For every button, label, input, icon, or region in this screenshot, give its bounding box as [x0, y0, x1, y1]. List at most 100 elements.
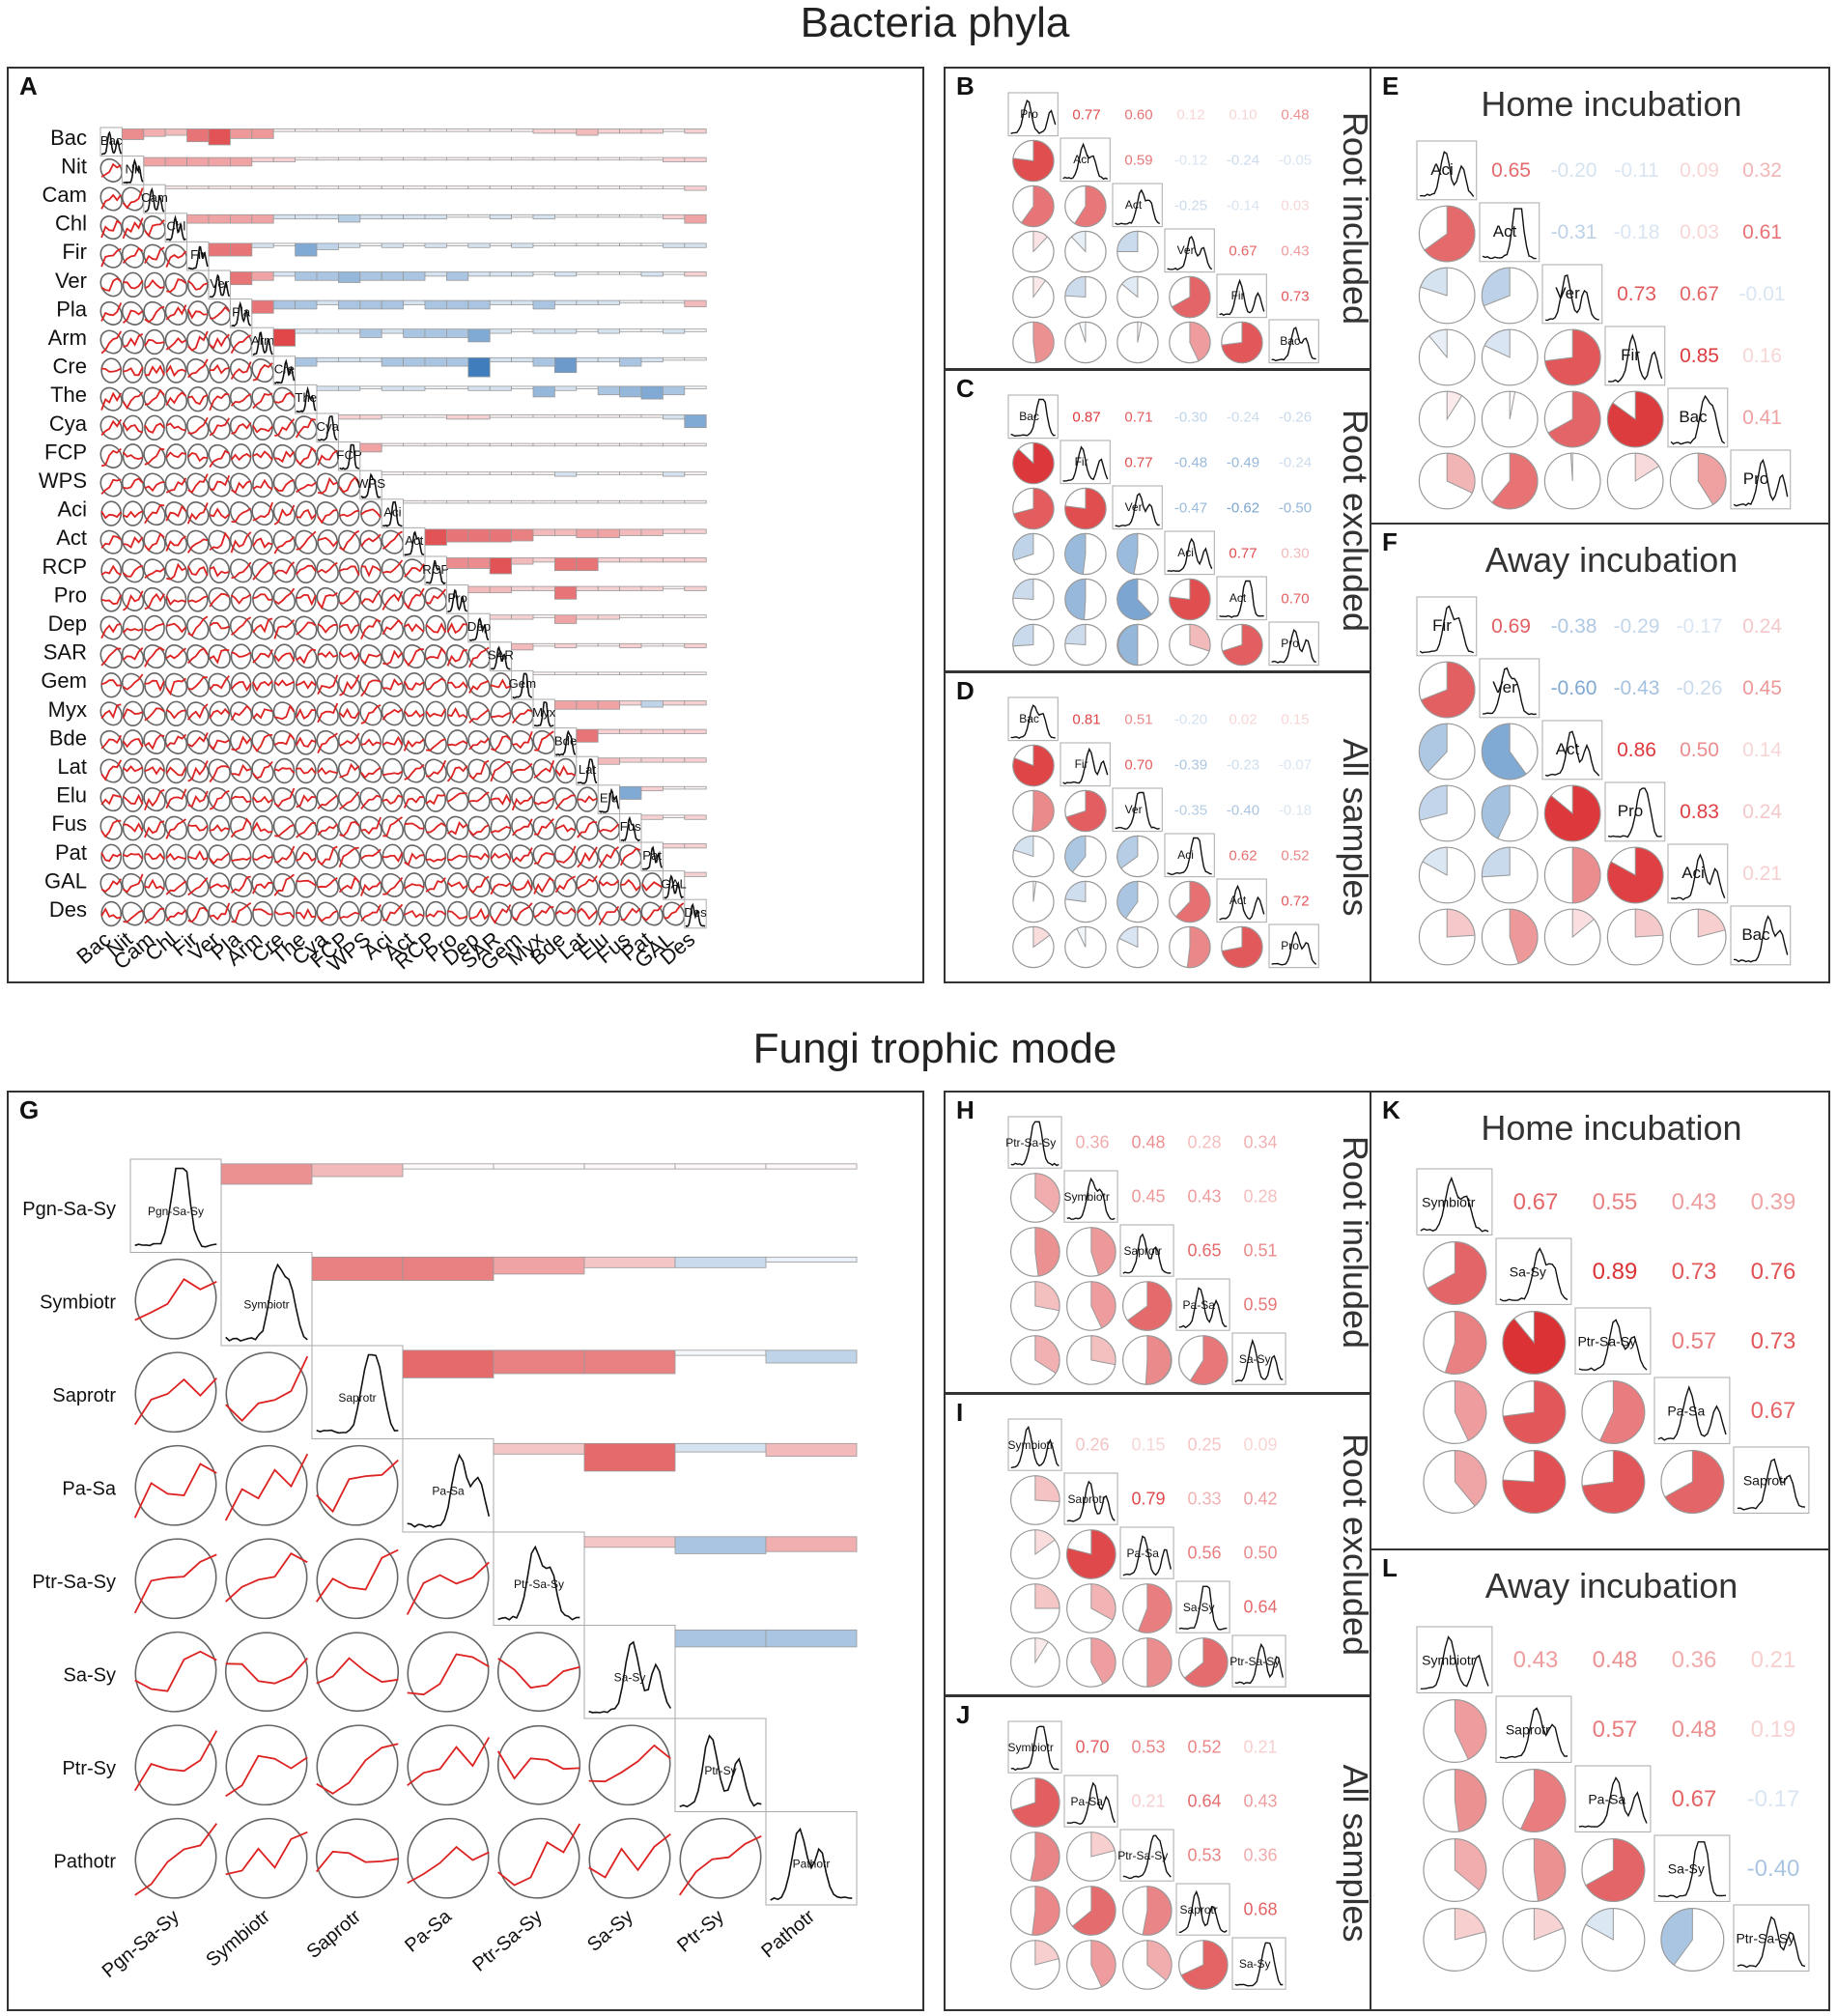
corr-value-K-1-3: 0.73 — [1672, 1259, 1717, 1285]
ellipse-A-20-4 — [186, 701, 210, 726]
loess-line-A-3-2 — [144, 219, 165, 238]
corr-value-D-0-1: 0.81 — [1072, 711, 1100, 727]
loess-line-A-25-7 — [252, 854, 273, 861]
loess-line-A-24-5 — [209, 824, 230, 833]
row-label-G-6: Ptr-Sy — [62, 1758, 116, 1779]
loess-line-A-23-12 — [360, 794, 382, 809]
pie-slice-I-3-2 — [1137, 1583, 1173, 1633]
pie-slice-L-4-0 — [1454, 1908, 1486, 1941]
corr-bar-A-9-20 — [532, 385, 555, 398]
ellipse-A-25-11 — [337, 844, 361, 869]
ellipse-A-10-0 — [99, 415, 123, 440]
corr-bar-A-10-14 — [403, 414, 426, 418]
ellipse-A-6-1 — [121, 300, 145, 326]
ellipse-A-21-6 — [229, 729, 253, 754]
loess-line-A-18-12 — [360, 653, 382, 666]
corr-bar-A-10-19 — [511, 414, 534, 418]
loess-line-A-18-3 — [165, 647, 187, 660]
corr-bar-A-3-16 — [445, 213, 469, 218]
loess-line-A-24-7 — [252, 821, 273, 834]
loess-line-A-24-11 — [339, 820, 360, 838]
corr-bar-A-0-16 — [445, 128, 469, 132]
ellipse-A-25-12 — [359, 844, 382, 869]
loess-line-A-22-4 — [187, 760, 209, 782]
corr-bar-A-10-17 — [467, 414, 491, 420]
diag-label-G-2: Saprotr — [338, 1391, 376, 1405]
ellipse-A-24-17 — [467, 815, 491, 840]
corr-bar-A-20-25 — [640, 700, 664, 708]
pie-slice-E-4-2 — [1547, 390, 1601, 448]
loess-line-A-24-2 — [144, 820, 165, 838]
corr-bar-A-8-11 — [337, 356, 361, 363]
ellipse-A-16-2 — [143, 586, 166, 611]
ellipse-A-14-6 — [229, 529, 253, 554]
corr-bar-A-10-16 — [445, 414, 469, 420]
corr-bar-G-3-4 — [493, 1442, 585, 1455]
ellipse-A-15-1 — [121, 558, 145, 583]
loess-line-A-22-10 — [317, 766, 338, 776]
ellipse-A-21-4 — [186, 729, 210, 754]
ellipse-A-11-2 — [143, 443, 166, 469]
loess-line-A-22-1 — [122, 765, 144, 773]
corr-bar-A-11-25 — [640, 442, 664, 447]
loess-line-A-14-4 — [186, 538, 209, 554]
panel-frame-G — [7, 1091, 924, 2011]
corr-bar-A-1-16 — [445, 156, 469, 161]
density-curve-C-4 — [1219, 580, 1264, 618]
ellipse-A-18-3 — [164, 644, 188, 669]
ellipse-A-23-19 — [511, 787, 534, 812]
ellipse-A-18-15 — [424, 644, 447, 669]
corr-bar-A-3-17 — [467, 213, 491, 218]
corr-value-B-0-4: 0.10 — [1229, 106, 1257, 123]
corr-value-H-0-3: 0.28 — [1187, 1132, 1221, 1151]
corr-bar-A-23-24 — [619, 785, 642, 800]
ellipse-A-21-18 — [489, 729, 513, 754]
corr-bar-A-1-14 — [403, 156, 426, 161]
diag-label-K-4: Saprotr — [1743, 1473, 1788, 1489]
loess-line-A-10-6 — [231, 421, 252, 435]
loess-line-A-13-3 — [165, 504, 187, 522]
ellipse-A-16-11 — [337, 586, 361, 611]
pie-slice-E-4-0 — [1446, 390, 1463, 421]
loess-line-A-20-5 — [209, 707, 230, 720]
loess-line-A-26-17 — [468, 875, 490, 894]
loess-line-A-12-6 — [231, 480, 252, 495]
corr-bar-A-3-27 — [684, 213, 707, 224]
pie-slice-F-3-0 — [1418, 784, 1448, 821]
density-box-K-2 — [1574, 1307, 1652, 1375]
density-box-G-4 — [493, 1531, 585, 1626]
loess-line-A-18-5 — [209, 648, 230, 665]
loess-line-A-22-16 — [446, 765, 468, 782]
corr-bar-A-17-25 — [640, 614, 664, 618]
panel-frame-A — [7, 67, 924, 983]
pie-slice-C-5-4 — [1222, 623, 1263, 667]
ellipse-A-26-4 — [186, 872, 210, 897]
ellipse-A-25-2 — [144, 843, 165, 870]
corr-bar-A-16-26 — [663, 585, 686, 590]
loess-line-A-21-2 — [144, 734, 165, 751]
corr-bar-A-9-24 — [619, 385, 642, 398]
diag-label-A-0: Bac — [100, 133, 123, 148]
corr-bar-A-7-8 — [272, 328, 297, 347]
corr-bar-A-7-25 — [640, 328, 664, 332]
pie-slice-E-5-1 — [1491, 452, 1539, 510]
pie-slice-B-3-1 — [1070, 230, 1087, 253]
ellipse-A-14-9 — [295, 529, 318, 554]
corr-value-F-4-5: 0.21 — [1742, 863, 1782, 885]
panel-letter-K: K — [1382, 1095, 1400, 1124]
loess-line-A-19-18 — [491, 678, 511, 690]
corr-value-L-2-3: 0.67 — [1672, 1786, 1717, 1812]
corr-bar-A-11-12 — [359, 442, 382, 453]
loess-line-A-20-18 — [491, 711, 511, 719]
ellipse-A-19-16 — [446, 671, 468, 698]
loess-line-A-20-14 — [403, 709, 425, 719]
corr-bar-A-2-13 — [381, 185, 405, 189]
loess-line-A-25-14 — [404, 852, 424, 866]
pie-slice-L-4-1 — [1533, 1908, 1565, 1941]
loess-line-A-20-2 — [144, 707, 165, 722]
pie-slice-I-4-1 — [1090, 1637, 1116, 1685]
corr-bar-A-5-17 — [467, 271, 491, 277]
loess-line-A-19-2 — [144, 679, 165, 693]
pie-slice-L-3-1 — [1533, 1838, 1566, 1902]
corr-bar-A-12-27 — [684, 471, 707, 475]
